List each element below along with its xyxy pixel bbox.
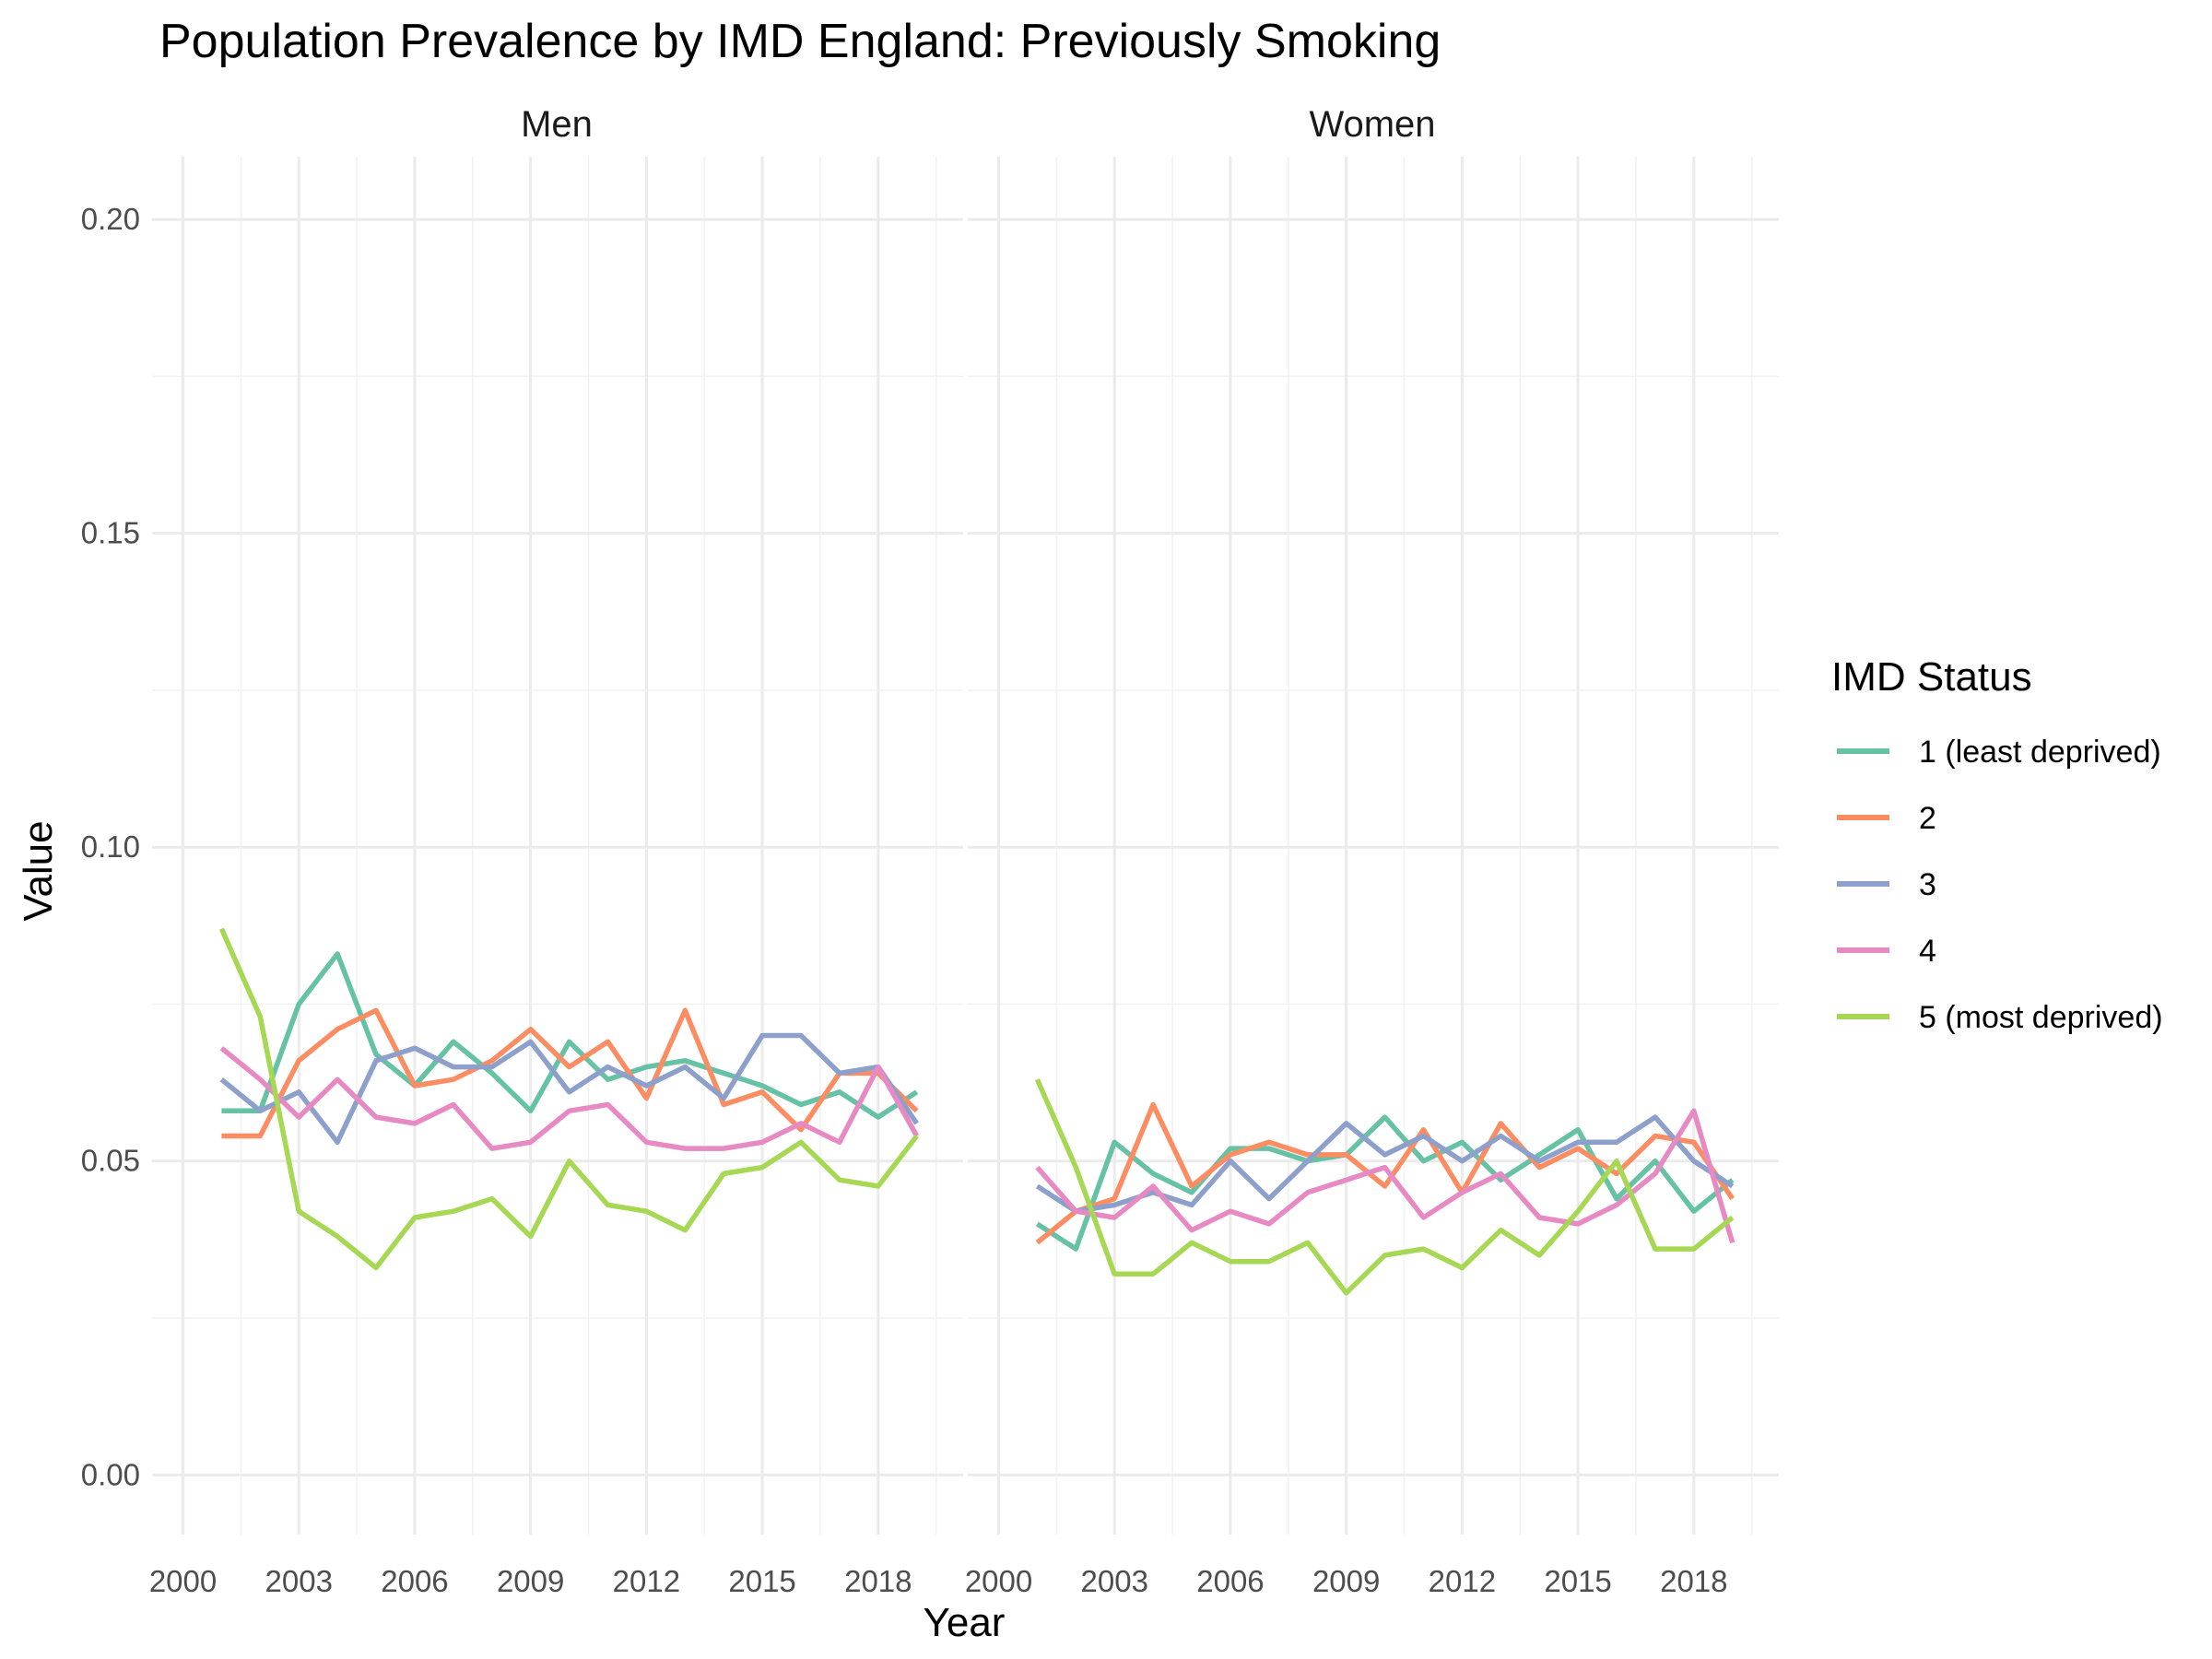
- legend: IMD Status 1 (least deprived) 2 3 4 5 (most …: [1831, 654, 2163, 1035]
- series-line-men-3: [219, 1032, 919, 1146]
- y-axis-title: Value: [16, 820, 61, 921]
- legend-label-3: 3: [1919, 867, 1936, 902]
- y-tick-label: 0.15: [81, 516, 140, 550]
- panel-women-series: [1034, 1078, 1735, 1296]
- series-line-women-4: [1035, 1108, 1735, 1244]
- panel-men: Men 0.000.050.100.150.20 2000 2003 2006 200…: [81, 104, 963, 1598]
- series-line-men-4: [219, 1046, 920, 1151]
- legend-items: 1 (least deprived) 2 3 4 5 (most deprived): [1837, 735, 2163, 1035]
- panel-men-x-ticks: 2000 2003 2006 2009 2012 2015 2018: [149, 1564, 912, 1598]
- x-tick-label: 2018: [844, 1564, 912, 1598]
- panel-men-grid: [152, 157, 963, 1535]
- x-tick-label: 2006: [1196, 1564, 1264, 1598]
- x-tick-label: 2009: [497, 1564, 564, 1598]
- panel-men-series: [218, 927, 920, 1271]
- panel-men-y-ticks: 0.00 0.05 0.10 0.15 0.20: [81, 202, 140, 1491]
- x-tick-label: 2012: [1429, 1564, 1496, 1598]
- panel-women-strip-label: Women: [1309, 104, 1435, 145]
- panel-women-x-ticks: 2000 2003 2006 2009 2012 2015 2018: [965, 1564, 1728, 1598]
- legend-label-1: 1 (least deprived): [1919, 735, 2161, 770]
- panel-women-grid: [968, 157, 1779, 1535]
- x-tick-label: 2012: [613, 1564, 680, 1598]
- legend-title: IMD Status: [1831, 654, 2032, 700]
- panel-women: Women 2000 2003 2006 2009 2012 2015 2018: [965, 104, 1779, 1598]
- x-tick-label: 2003: [265, 1564, 333, 1598]
- x-axis-title: Year: [924, 1600, 1006, 1645]
- x-tick-label: 2006: [381, 1564, 448, 1598]
- legend-label-5: 5 (most deprived): [1919, 1000, 2163, 1035]
- x-tick-label: 2009: [1312, 1564, 1380, 1598]
- chart-title: Population Prevalence by IMD England: Pr…: [159, 15, 1441, 68]
- x-tick-label: 2015: [728, 1564, 795, 1598]
- x-tick-label: 2015: [1544, 1564, 1611, 1598]
- x-tick-label: 2003: [1081, 1564, 1148, 1598]
- legend-label-4: 4: [1919, 934, 1936, 969]
- x-tick-label: 2018: [1660, 1564, 1727, 1598]
- series-line-men-5: [218, 927, 919, 1271]
- x-tick-label: 2000: [149, 1564, 217, 1598]
- y-tick-label: 0.05: [81, 1144, 140, 1178]
- series-line-women-2: [1035, 1101, 1735, 1245]
- legend-label-2: 2: [1919, 801, 1936, 836]
- series-line-men-1: [221, 951, 919, 1120]
- y-tick-label: 0.00: [81, 1457, 140, 1491]
- series-line-women-3: [1035, 1114, 1735, 1214]
- series-line-men-2: [221, 1007, 919, 1139]
- x-tick-label: 2000: [965, 1564, 1032, 1598]
- panel-men-strip-label: Men: [521, 104, 593, 145]
- y-tick-label: 0.10: [81, 830, 140, 864]
- series-line-women-1: [1035, 1114, 1735, 1252]
- series-line-women-5: [1034, 1078, 1735, 1296]
- y-tick-label: 0.20: [81, 202, 140, 236]
